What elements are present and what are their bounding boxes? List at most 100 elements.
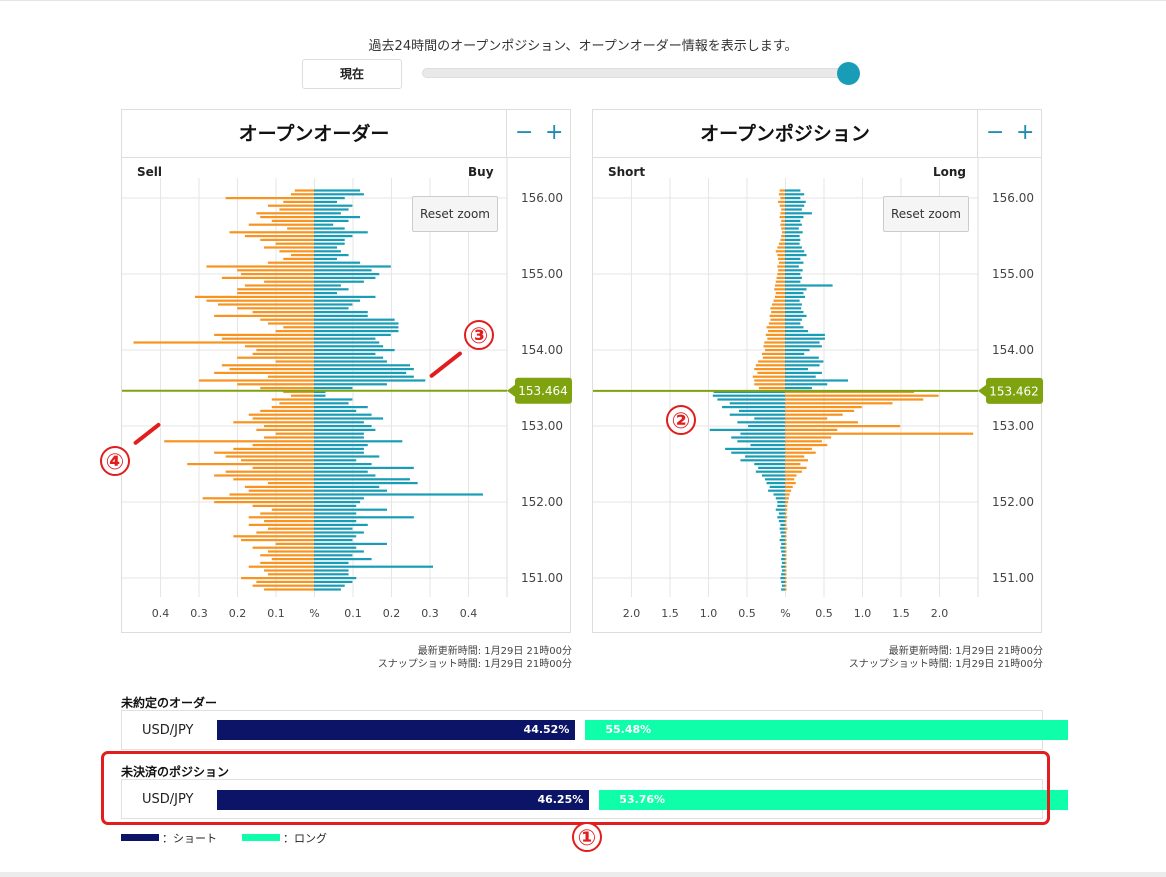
right-bar [314,193,364,196]
left-bar [214,314,314,317]
left-bar [762,356,785,359]
left-bar [780,577,785,580]
y-tick-label: 155.00 [521,267,563,281]
left-bar [244,284,314,287]
left-bar [252,584,314,587]
left-bar [777,254,785,257]
zoom-in-button[interactable]: + [1016,120,1035,145]
right-bar [785,580,787,583]
left-bar [279,402,314,405]
left-bar [740,432,785,435]
right-bar [785,428,838,431]
left-bar [775,508,785,511]
right-bar [314,360,387,363]
right-bar [785,425,901,428]
left-bar [225,470,314,473]
time-slider-knob[interactable] [837,62,860,85]
right-bar [314,322,399,325]
right-bar [785,516,788,519]
right-bar [314,546,357,549]
right-bar [785,231,803,234]
right-bar [785,257,801,260]
left-bar [214,501,314,504]
right-bar [314,299,361,302]
right-bar [314,428,376,431]
left-bar [237,383,314,386]
right-bar [785,558,787,561]
left-bar [283,326,314,329]
right-bar [785,330,809,333]
left-bar [264,588,314,591]
annotation-4: ④ [100,446,130,476]
right-bar [314,341,380,344]
left-bar [778,200,785,203]
y-tick-label: 151.00 [992,571,1034,585]
y-tick-label: 156.00 [992,191,1034,205]
right-bar [785,542,787,545]
left-bar [777,504,785,507]
right-bar [314,227,345,230]
right-bar [314,387,353,390]
left-bar [775,295,785,298]
left-bar [768,489,785,492]
left-bar [241,577,314,580]
bottom-divider [0,872,1166,877]
right-bar [785,444,828,447]
right-bar [314,349,395,352]
left-bar [754,368,785,371]
positions-short-bar: 46.25% [217,790,590,810]
right-bar [785,193,805,196]
left-bar [229,368,314,371]
currency-pair: USD/JPY [142,792,194,807]
left-bar [754,417,785,420]
left-bar [758,387,785,390]
right-bar [785,550,787,553]
right-bar [785,379,848,382]
y-tick-label: 156.00 [521,191,563,205]
right-bar [785,474,797,477]
x-tick-label: 0.2 [229,607,247,620]
zoom-out-button[interactable]: − [515,120,534,145]
left-bar [781,573,785,576]
right-bar [314,440,403,443]
x-tick-label: 1.0 [700,607,718,620]
zoom-out-button[interactable]: − [986,120,1005,145]
right-bar [314,364,410,367]
left-bar [765,333,785,336]
right-bar [314,451,364,454]
right-bar [314,512,357,515]
left-bar [133,341,314,344]
now-button[interactable]: 現在 [302,59,402,89]
left-bar [722,406,785,409]
reset-zoom-button[interactable]: Reset zoom [883,196,969,232]
left-bar [252,417,314,420]
right-bar [785,227,799,230]
right-bar [785,208,802,211]
left-bar [717,398,785,401]
left-bar [767,337,785,340]
zoom-in-button[interactable]: + [545,120,564,145]
left-bar [758,466,785,469]
left-bar [713,390,785,393]
right-bar [785,235,800,238]
current-price-label: 153.464 [518,384,568,398]
left-bar [779,539,785,542]
left-bar [244,345,314,348]
current-price-pointer [978,384,986,397]
left-bar [194,295,314,298]
right-bar [785,440,822,443]
left-bar [290,254,314,257]
right-bar [314,421,364,424]
right-bar [314,482,418,485]
left-bar [755,364,785,367]
left-bar [221,276,314,279]
right-bar [785,273,801,276]
left-bar [279,250,314,253]
time-slider-track[interactable] [422,68,850,78]
right-bar [314,284,341,287]
left-bar [221,364,314,367]
x-tick-label: 1.0 [854,607,872,620]
reset-zoom-button[interactable]: Reset zoom [412,196,498,232]
left-bar [237,356,314,359]
left-bar [769,314,785,317]
